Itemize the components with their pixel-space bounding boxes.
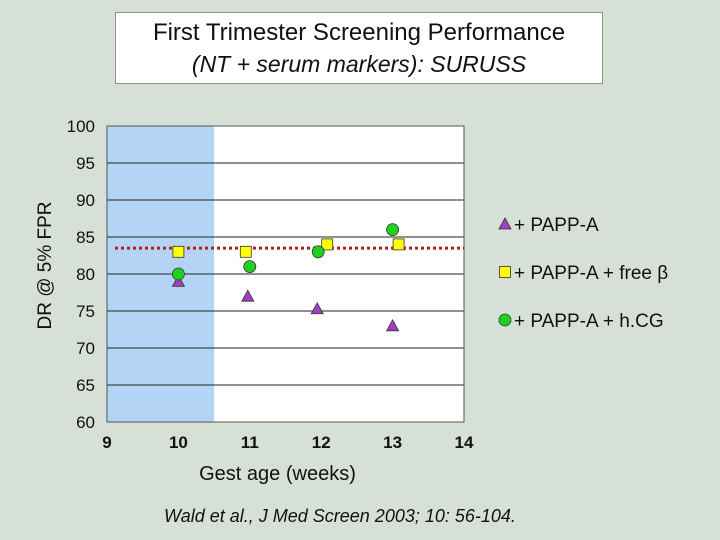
data-point-square: [239, 245, 252, 258]
data-point-triangle: [241, 289, 255, 302]
legend-label: + PAPP-A + h.CG: [514, 311, 664, 332]
legend-marker-circle: [498, 313, 512, 327]
data-point-square: [321, 238, 334, 251]
x-tick-label: 9: [102, 433, 111, 452]
x-tick-label: 10: [169, 433, 188, 452]
data-point-square: [392, 238, 405, 251]
y-tick-label: 75: [76, 302, 95, 321]
y-tick-label: 95: [76, 154, 95, 173]
chart-subtitle: (NT + serum markers): SURUSS: [191, 51, 527, 77]
chart-title: First Trimester Screening Performance: [152, 19, 566, 46]
data-point-triangle: [171, 274, 186, 287]
legend-label: + PAPP-A: [514, 215, 599, 236]
x-axis-label: Gest age (weeks): [199, 463, 356, 485]
data-point-circle: [243, 260, 257, 274]
x-tick-label: 11: [241, 433, 259, 452]
plot-border: [106, 125, 465, 423]
legend-label: + PAPP-A + free β: [514, 263, 668, 284]
y-tick-label: 85: [76, 228, 95, 247]
citation: Wald et al., J Med Screen 2003; 10: 56-1…: [164, 506, 516, 526]
y-tick-label: 100: [67, 117, 95, 136]
x-tick-label: 12: [312, 433, 331, 452]
y-axis-label: DR @ 5% FPR: [35, 201, 56, 329]
data-point-circle: [386, 223, 400, 237]
x-tick-label: 14: [455, 433, 474, 452]
x-tick-label: 13: [383, 433, 402, 452]
data-point-triangle: [385, 318, 400, 332]
legend-marker-square: [499, 266, 511, 278]
chart-title-box: First Trimester Screening Performance (N…: [115, 12, 603, 84]
data-point-circle: [171, 267, 185, 281]
legend-marker-triangle: [498, 217, 512, 230]
data-point-circle: [311, 245, 325, 259]
y-tick-label: 65: [76, 376, 95, 395]
data-point-square: [172, 245, 185, 258]
y-tick-label: 60: [76, 413, 95, 432]
y-tick-label: 70: [76, 339, 95, 358]
data-point-triangle: [310, 301, 324, 315]
y-tick-label: 90: [76, 191, 95, 210]
y-tick-label: 80: [76, 265, 95, 284]
